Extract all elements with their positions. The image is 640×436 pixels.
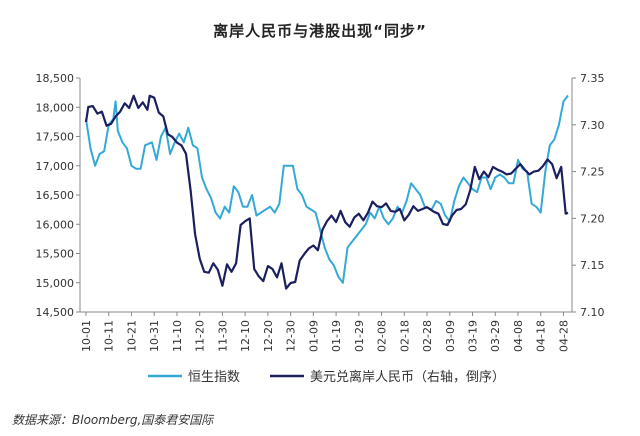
x-tick-label: 10-11 [103,320,116,352]
left-tick-label: 16,000 [36,218,75,231]
x-tick-label: 04-08 [512,320,525,352]
x-tick-label: 12-20 [262,320,275,352]
legend-label: 恒生指数 [188,370,240,385]
left-tick-label: 17,000 [36,160,75,173]
right-tick-label: 7.35 [580,72,605,85]
x-tick-label: 11-10 [171,320,184,352]
right-tick-label: 7.20 [580,212,605,225]
x-tick-label: 01-29 [353,320,366,352]
x-tick-label: 03-29 [489,320,502,352]
left-tick-label: 14,500 [36,306,75,319]
left-tick-label: 15,000 [36,277,75,290]
x-tick-label: 02-18 [398,320,411,352]
chart-title: 离岸人民币与港股出现“同步” [213,22,427,40]
series-line-hsi [85,94,569,284]
x-tick-label: 04-18 [535,320,548,352]
series-line-usdcnh [84,94,569,290]
x-tick-label: 03-09 [444,320,457,352]
left-tick-label: 18,500 [36,72,75,85]
x-tick-label: 10-31 [148,320,161,352]
legend-label: 美元兑离岸人民币（右轴，倒序） [310,369,505,385]
left-tick-label: 18,000 [36,101,75,114]
right-tick-label: 7.30 [580,119,605,132]
x-tick-label: 12-10 [239,320,252,352]
x-tick-label: 12-30 [285,320,298,352]
axes: 14,500 15,000 15,500 16,000 16,500 17,000 17,5… [36,72,605,352]
series-layer [84,94,569,290]
x-tick-label: 01-19 [330,320,343,352]
right-tick-label: 7.10 [580,306,605,319]
legend: 恒生指数 美元兑离岸人民币（右轴，倒序） [148,369,505,385]
right-tick-label: 7.25 [580,166,605,179]
x-tick-label: 02-08 [376,320,389,352]
x-tick-label: 11-30 [216,320,229,352]
x-tick-label: 04-28 [557,320,570,352]
source-note: 数据来源：Bloomberg,国泰君安国际 [12,413,214,427]
x-tick-label: 11-20 [194,320,207,352]
left-tick-label: 15,500 [36,248,75,261]
left-tick-label: 16,500 [36,189,75,202]
right-tick-label: 7.15 [580,259,605,272]
x-tick-label: 02-28 [421,320,434,352]
left-tick-label: 17,500 [36,131,75,144]
x-tick-label: 03-19 [467,320,480,352]
x-tick-label: 01-09 [307,320,320,352]
x-tick-label: 10-01 [80,320,93,352]
x-tick-label: 10-21 [125,320,138,352]
